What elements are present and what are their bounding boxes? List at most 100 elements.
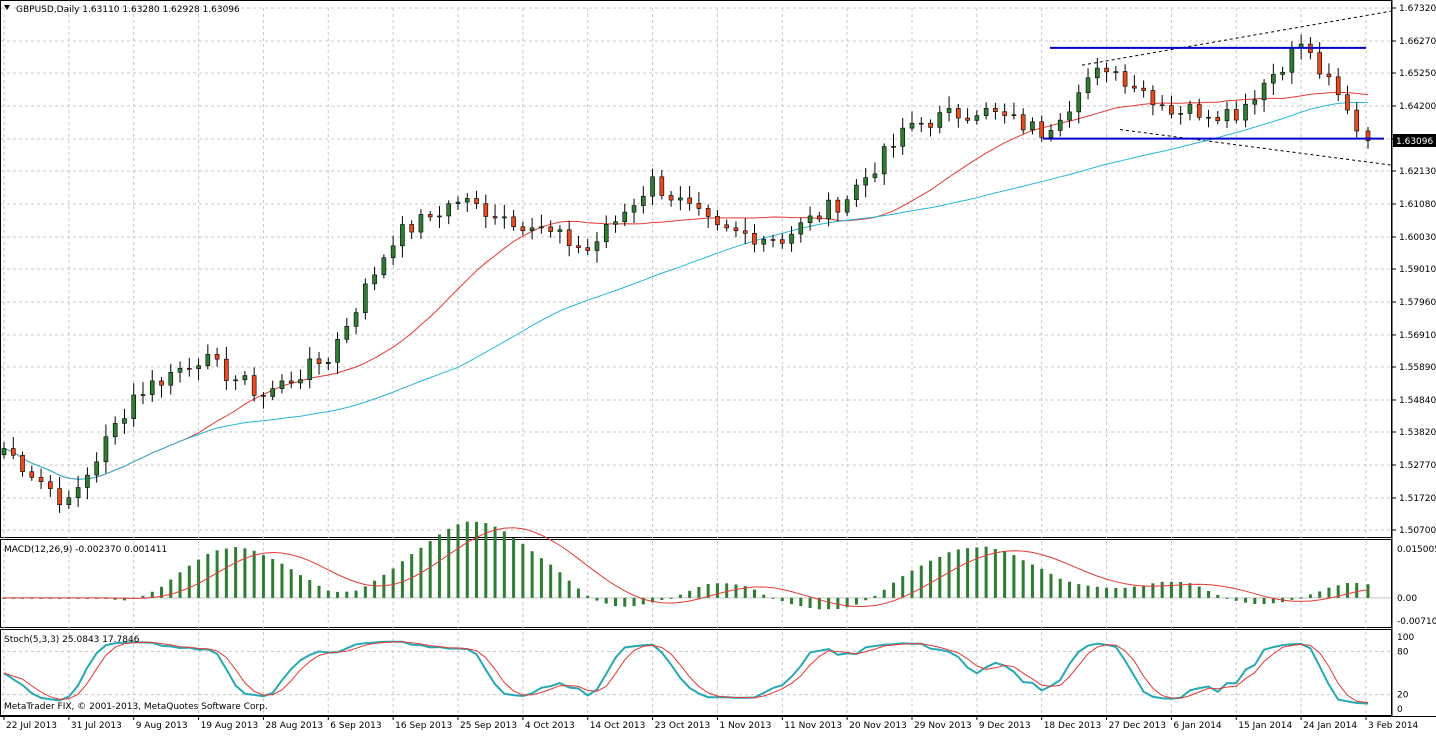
macd-bar (345, 591, 349, 598)
bull-candle (539, 226, 544, 229)
macd-bar (891, 582, 895, 598)
time-tick-label: 4 Oct 2013 (525, 721, 575, 731)
macd-bar (336, 591, 340, 598)
macd-bar (864, 597, 868, 601)
macd-bar (1253, 597, 1257, 605)
macd-bar (1003, 551, 1007, 598)
price-panel[interactable] (0, 0, 1392, 538)
price-tick-label: 1.61080 (1399, 200, 1436, 210)
price-tick-label: 1.60030 (1399, 233, 1436, 243)
macd-bar (391, 568, 395, 598)
macd-bar (326, 590, 330, 598)
stoch-tick-label: 0 (1397, 705, 1403, 715)
macd-title: MACD(12,26,9) -0.002370 0.001411 (4, 545, 167, 555)
macd-bar (187, 565, 191, 598)
macd-bar (966, 548, 970, 598)
time-tick-label: 9 Dec 2013 (979, 721, 1031, 731)
ma-fast-line (3, 91, 1369, 480)
bull-candle (641, 195, 646, 206)
macd-bar (771, 597, 775, 599)
bear-candle (38, 477, 44, 483)
macd-bar (827, 597, 831, 610)
macd-bar (1355, 582, 1359, 598)
bear-candle (705, 208, 711, 217)
macd-bar (1095, 586, 1099, 598)
price-tick-label: 1.53820 (1399, 428, 1436, 438)
macd-bar (623, 597, 627, 607)
candlesticks (1, 34, 1371, 513)
macd-bar (947, 552, 951, 598)
macd-bar (521, 543, 525, 598)
bear-candle (224, 358, 229, 381)
macd-bar (382, 574, 386, 598)
bear-candle (724, 224, 729, 229)
bear-candle (659, 176, 665, 196)
macd-bar (1077, 584, 1081, 598)
bull-candle (66, 497, 72, 506)
bull-candle (1271, 74, 1276, 84)
bull-candle (557, 229, 563, 232)
macd-bar (780, 597, 784, 602)
macd-bar (1197, 586, 1201, 598)
bull-candle (603, 224, 609, 243)
bull-candle (205, 354, 211, 367)
bear-candle (1365, 130, 1371, 141)
bull-candle (1030, 121, 1035, 131)
bear-candle (715, 216, 720, 226)
bear-candle (733, 227, 739, 232)
price-tick-label: 1.52770 (1399, 461, 1436, 471)
bull-candle (1085, 77, 1091, 94)
macd-bar (1021, 560, 1025, 598)
macd-bar (873, 595, 877, 598)
current-price-label: 1.63096 (1396, 137, 1433, 147)
chart-title: GBPUSD,Daily 1.63110 1.63280 1.62928 1.6… (16, 5, 240, 15)
bear-candle (770, 239, 776, 241)
macd-bar (808, 597, 812, 608)
price-axis: 1.673201.662701.652501.642001.631501.621… (1392, 4, 1436, 536)
time-tick-label: 24 Jan 2014 (1303, 721, 1357, 731)
macd-bar (1308, 594, 1312, 598)
macd-bar (530, 551, 534, 598)
time-tick-label: 31 Jul 2013 (71, 721, 122, 731)
price-tick-label: 1.54840 (1399, 396, 1436, 406)
bull-candle (594, 241, 600, 251)
macd-bar (752, 589, 756, 598)
macd-bar (1206, 590, 1210, 598)
bear-candle (1122, 71, 1128, 87)
bull-candle (678, 197, 683, 201)
chart-menu-arrow-icon[interactable] (4, 5, 10, 10)
time-tick-label: 6 Jan 2014 (1173, 721, 1221, 731)
bull-candle (149, 380, 155, 395)
time-tick-label: 3 Feb 2014 (1368, 721, 1419, 731)
macd-bar (799, 597, 803, 607)
macd-bar (1336, 585, 1340, 598)
bear-candle (1150, 90, 1156, 106)
macd-tick-label: -0.007106 (1397, 617, 1436, 627)
macd-bar (428, 541, 432, 598)
macd-bar (243, 548, 247, 598)
bull-candle (807, 215, 813, 224)
horizontal-levels[interactable] (1043, 46, 1384, 140)
stoch-panel[interactable] (0, 629, 1392, 716)
macd-bar (484, 523, 488, 598)
time-tick-label: 15 Jan 2014 (1238, 721, 1292, 731)
upper-trendline[interactable] (1081, 10, 1392, 66)
bull-candle (344, 326, 350, 340)
time-tick-label: 9 Aug 2013 (136, 721, 188, 731)
macd-bar (567, 580, 571, 598)
stochastic-lines (1, 640, 1391, 705)
stoch-tick-label: 80 (1397, 647, 1409, 657)
bull-candle (872, 173, 878, 178)
bear-candle (668, 195, 674, 201)
bull-candle (631, 205, 637, 213)
macd-bar (836, 597, 840, 610)
bear-candle (10, 448, 16, 456)
bull-candle (650, 176, 655, 197)
macd-bar (1366, 584, 1370, 598)
bear-candle (752, 232, 757, 245)
bear-candle (1215, 116, 1221, 122)
price-tick-label: 1.62130 (1399, 167, 1436, 177)
bull-candle (1113, 71, 1119, 73)
macd-panel[interactable] (0, 539, 1392, 628)
